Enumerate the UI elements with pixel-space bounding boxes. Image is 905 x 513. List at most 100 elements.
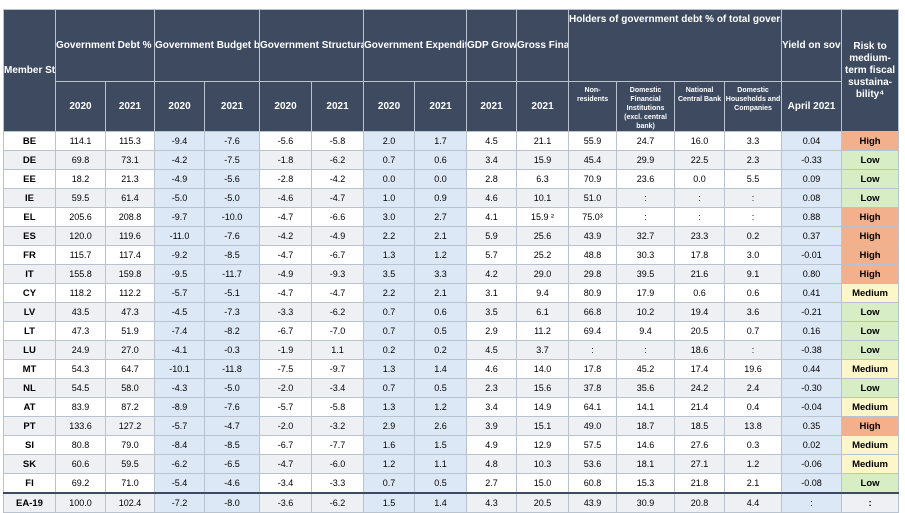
structural-2021-cell: -3.4 — [311, 378, 365, 398]
risk-cell: Medium — [841, 359, 900, 379]
balance-2020-cell: -10.1 — [154, 359, 206, 379]
table-row: DE 69.8 73.1 -4.2 -7.5 -1.8 -6.2 0.7 0.6 3.4 15.9 4… — [3, 150, 900, 170]
domestic-financial-cell: 24.7 — [616, 131, 676, 151]
households-cell: : — [724, 207, 783, 227]
domestic-financial-cell: 30.3 — [616, 245, 676, 265]
expenditure-2021-cell: 1.4 — [414, 492, 468, 513]
growth-2021-cell: 4.1 — [466, 207, 518, 227]
balance-2021-cell: -4.7 — [204, 416, 261, 436]
domestic-financial-cell: : — [616, 340, 676, 360]
households-cell: 3.0 — [724, 245, 783, 265]
header-debt-holders: Holders of government debt % of total go… — [568, 9, 783, 82]
expenditure-2021-cell: 0.6 — [414, 150, 468, 170]
structural-2021-cell: -4.9 — [311, 226, 365, 246]
growth-2021-cell: 3.4 — [466, 150, 518, 170]
debt-2020-cell: 80.8 — [55, 435, 106, 455]
member-state-cell: EE — [3, 169, 56, 189]
central-bank-cell: 22.5 — [674, 150, 726, 170]
non-residents-cell: 55.9 — [568, 131, 618, 151]
yield-cell: -0.33 — [781, 150, 843, 170]
structural-2021-cell: -6.6 — [311, 207, 365, 227]
households-cell: : — [724, 340, 783, 360]
header-expenditure-2020: 2020 — [363, 81, 416, 132]
central-bank-cell: 21.8 — [674, 473, 726, 494]
domestic-financial-cell: 9.4 — [616, 321, 676, 341]
households-cell: 5.5 — [724, 169, 783, 189]
gfn-2021-cell: 3.7 — [516, 340, 570, 360]
gfn-2021-cell: 15.0 — [516, 473, 570, 494]
central-bank-cell: : — [674, 207, 726, 227]
risk-cell: High — [841, 264, 900, 284]
table-row: FR 115.7 117.4 -9.2 -8.5 -4.7 -6.7 1.3 1.2 5.7 25.… — [3, 245, 900, 265]
risk-cell: Medium — [841, 283, 900, 303]
table-row: PT 133.6 127.2 -5.7 -4.7 -2.0 -3.2 2.9 2.6 3.9 15.… — [3, 416, 900, 436]
expenditure-2020-cell: 0.7 — [363, 302, 416, 322]
member-state-cell: SI — [3, 435, 56, 455]
expenditure-2020-cell: 1.3 — [363, 245, 416, 265]
structural-2021-cell: -9.3 — [311, 264, 365, 284]
balance-2021-cell: -5.1 — [204, 283, 261, 303]
structural-2020-cell: -4.9 — [259, 264, 313, 284]
header-interest-expenditure: Government Expenditure for Interest on p… — [363, 9, 468, 82]
central-bank-cell: 27.1 — [674, 454, 726, 474]
growth-2021-cell: 3.5 — [466, 302, 518, 322]
debt-2020-cell: 47.3 — [55, 321, 106, 341]
header-yield-period: April 2021 — [781, 81, 843, 132]
debt-2021-cell: 61.4 — [104, 188, 156, 208]
central-bank-cell: 24.2 — [674, 378, 726, 398]
domestic-financial-cell: 14.1 — [616, 397, 676, 417]
expenditure-2020-cell: 2.2 — [363, 283, 416, 303]
balance-2020-cell: -9.2 — [154, 245, 206, 265]
expenditure-2021-cell: 1.5 — [414, 435, 468, 455]
header-debt-2021: 2021 — [104, 81, 156, 132]
risk-cell: Medium — [841, 397, 900, 417]
domestic-financial-cell: 30.9 — [616, 492, 676, 513]
debt-2021-cell: 73.1 — [104, 150, 156, 170]
structural-2020-cell: -4.2 — [259, 226, 313, 246]
debt-2021-cell: 47.3 — [104, 302, 156, 322]
expenditure-2020-cell: 0.7 — [363, 321, 416, 341]
non-residents-cell: 43.9 — [568, 492, 618, 513]
expenditure-2020-cell: 2.9 — [363, 416, 416, 436]
table-row: EL 205.6 208.8 -9.7 -10.0 -4.7 -6.6 3.0 2.7 4.1 15… — [3, 207, 900, 227]
debt-2020-cell: 120.0 — [55, 226, 106, 246]
expenditure-2021-cell: 0.9 — [414, 188, 468, 208]
debt-2021-cell: 102.4 — [104, 492, 156, 513]
structural-2020-cell: -3.6 — [259, 492, 313, 513]
yield-cell: -0.04 — [781, 397, 843, 417]
structural-2020-cell: -5.6 — [259, 131, 313, 151]
gfn-2021-cell: 15.1 — [516, 416, 570, 436]
growth-2021-cell: 2.9 — [466, 321, 518, 341]
debt-2020-cell: 54.3 — [55, 359, 106, 379]
balance-2021-cell: -6.5 — [204, 454, 261, 474]
yield-cell: 0.02 — [781, 435, 843, 455]
domestic-financial-cell: : — [616, 207, 676, 227]
table-row: IT 155.8 159.8 -9.5 -11.7 -4.9 -9.3 3.5 3.3 4.2 29… — [3, 264, 900, 284]
structural-2020-cell: -4.7 — [259, 207, 313, 227]
structural-2020-cell: -3.4 — [259, 473, 313, 494]
balance-2021-cell: -7.3 — [204, 302, 261, 322]
member-state-cell: DE — [3, 150, 56, 170]
gfn-2021-cell: 29.0 — [516, 264, 570, 284]
non-residents-cell: 75.0³ — [568, 207, 618, 227]
gfn-2021-cell: 15.6 — [516, 378, 570, 398]
central-bank-cell: 17.8 — [674, 245, 726, 265]
yield-cell: 0.80 — [781, 264, 843, 284]
structural-2021-cell: -4.7 — [311, 283, 365, 303]
member-state-cell: IE — [3, 188, 56, 208]
structural-2021-cell: -6.2 — [311, 302, 365, 322]
domestic-financial-cell: : — [616, 188, 676, 208]
table-row: EE 18.2 21.3 -4.9 -5.6 -2.8 -4.2 0.0 0.0 2.8 6.3 70… — [3, 169, 900, 189]
balance-2021-cell: -8.5 — [204, 245, 261, 265]
risk-cell: Medium — [841, 435, 900, 455]
balance-2020-cell: -4.3 — [154, 378, 206, 398]
member-state-cell: AT — [3, 397, 56, 417]
structural-2021-cell: -4.7 — [311, 188, 365, 208]
expenditure-2021-cell: 1.7 — [414, 131, 468, 151]
risk-cell: Low — [841, 321, 900, 341]
table-row: BE 114.1 115.3 -9.4 -7.6 -5.6 -5.8 2.0 1.7 4.5 21.… — [3, 131, 900, 151]
expenditure-2020-cell: 0.7 — [363, 378, 416, 398]
households-cell: 3.6 — [724, 302, 783, 322]
structural-2021-cell: -7.7 — [311, 435, 365, 455]
member-state-cell: ES — [3, 226, 56, 246]
